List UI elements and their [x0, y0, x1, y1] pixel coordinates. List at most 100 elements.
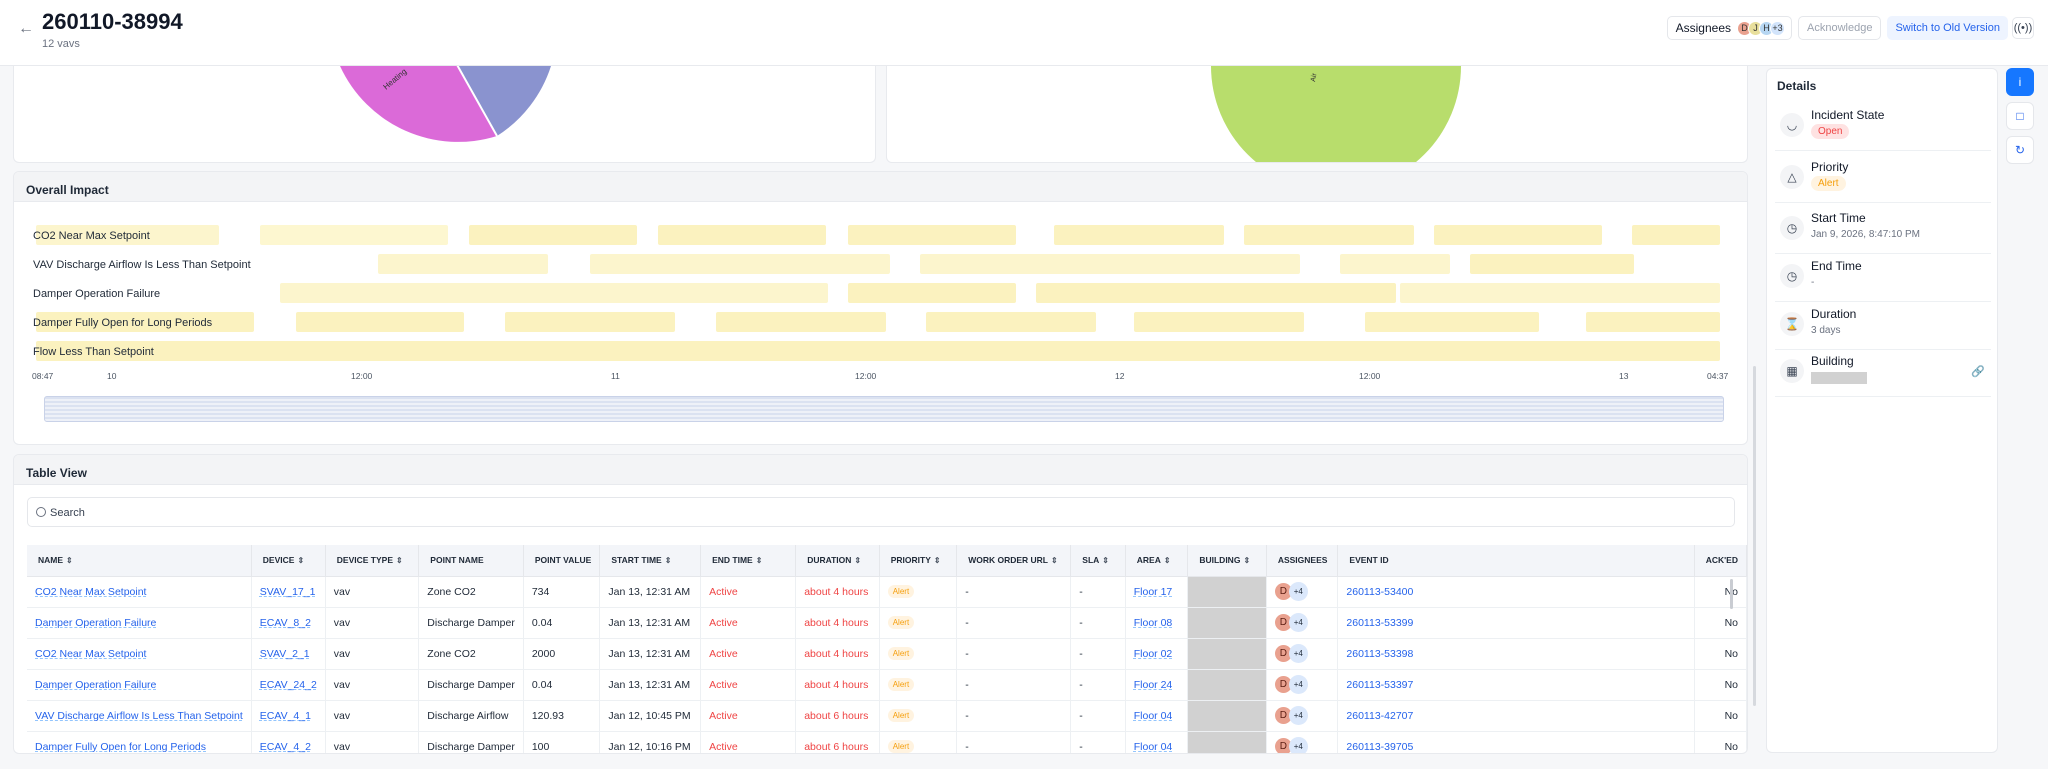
timeline-segment[interactable]	[36, 341, 1720, 361]
building-cell	[1187, 607, 1267, 639]
device-link[interactable]: ECAV_4_1	[259, 709, 311, 722]
area-link[interactable]: Floor 04	[1133, 709, 1173, 722]
timeline-segment[interactable]	[36, 312, 254, 332]
assignee-more-count[interactable]: +4	[1288, 706, 1308, 725]
assignee-more-count[interactable]: +4	[1288, 582, 1308, 601]
timeline-segment[interactable]	[926, 312, 1096, 332]
timeline-segment[interactable]	[716, 312, 886, 332]
switch-old-version-button[interactable]: Switch to Old Version	[1887, 16, 2008, 40]
broadcast-icon[interactable]: ((•))	[2012, 17, 2034, 39]
assignee-more-count[interactable]: +4	[1288, 737, 1308, 753]
timeline-segment[interactable]	[1134, 312, 1304, 332]
table-scrollbar[interactable]	[1730, 579, 1733, 609]
assignee-more-count[interactable]: +4	[1288, 613, 1308, 632]
table-row[interactable]: Damper Fully Open for Long Periods ECAV_…	[27, 731, 1747, 753]
timeline-segment[interactable]	[1434, 225, 1602, 245]
point-name-cell: Discharge Damper	[418, 669, 524, 701]
comment-icon[interactable]: □	[2006, 102, 2034, 130]
table-row[interactable]: VAV Discharge Airflow Is Less Than Setpo…	[27, 700, 1747, 732]
search-input[interactable]: Search	[27, 497, 1735, 527]
timeline-segment[interactable]	[848, 283, 1016, 303]
timeline-segment[interactable]	[590, 254, 890, 274]
event-id-link[interactable]: 260113-42707	[1346, 709, 1414, 722]
info-icon[interactable]: i	[2006, 68, 2034, 96]
column-header-duration[interactable]: DURATION ⇕	[795, 545, 880, 577]
device-link[interactable]: ECAV_4_2	[259, 740, 311, 753]
incident-name-link[interactable]: Damper Operation Failure	[35, 616, 157, 629]
table-row[interactable]: CO2 Near Max Setpoint SVAV_17_1 vav Zone…	[27, 576, 1747, 608]
timeline-segment[interactable]	[36, 225, 219, 245]
sla-cell: -	[1070, 731, 1126, 753]
device-link[interactable]: ECAV_8_2	[259, 616, 311, 629]
timeline-segment[interactable]	[260, 225, 448, 245]
end-time-cell: Active	[700, 638, 797, 670]
area-link[interactable]: Floor 08	[1133, 616, 1173, 629]
assignee-more-count[interactable]: +4	[1288, 644, 1308, 663]
area-link[interactable]: Floor 04	[1133, 740, 1173, 753]
event-id-link[interactable]: 260113-53400	[1346, 585, 1414, 598]
link-icon[interactable]: 🔗	[1971, 366, 1985, 378]
timeline-segment[interactable]	[280, 283, 828, 303]
timeline-segment[interactable]	[1036, 283, 1396, 303]
column-header-device[interactable]: DEVICE ⇕	[251, 545, 326, 577]
area-link[interactable]: Floor 17	[1133, 585, 1173, 598]
column-header-point-name: POINT NAME	[418, 545, 524, 577]
event-id-link[interactable]: 260113-53398	[1346, 647, 1414, 660]
column-header-device-type[interactable]: DEVICE TYPE ⇕	[325, 545, 420, 577]
column-header-work-order-url[interactable]: WORK ORDER URL ⇕	[956, 545, 1072, 577]
column-header-building[interactable]: BUILDING ⇕	[1187, 545, 1267, 577]
assignee-more-count[interactable]: +4	[1288, 675, 1308, 694]
device-link[interactable]: SVAV_2_1	[259, 647, 310, 660]
timeline-segment[interactable]	[1400, 283, 1720, 303]
timeline-segment[interactable]	[296, 312, 464, 332]
timeline-segment[interactable]	[1632, 225, 1720, 245]
assignees-button[interactable]: Assignees D J H +3	[1666, 16, 1792, 40]
area-link[interactable]: Floor 24	[1133, 678, 1173, 691]
point-value-cell: 734	[523, 576, 601, 608]
incident-name-link[interactable]: Damper Operation Failure	[35, 678, 157, 691]
timeline-segment[interactable]	[378, 254, 548, 274]
column-header-point-value: POINT VALUE	[523, 545, 601, 577]
point-name-cell: Discharge Airflow	[418, 700, 524, 732]
incident-name-link[interactable]: CO2 Near Max Setpoint	[35, 585, 147, 598]
avatar: D	[1274, 707, 1292, 724]
table-row[interactable]: Damper Operation Failure ECAV_8_2 vav Di…	[27, 607, 1747, 639]
sla-cell: -	[1070, 669, 1126, 701]
timeline-segment[interactable]	[1586, 312, 1720, 332]
column-header-name[interactable]: NAME ⇕	[27, 545, 252, 577]
page-scrollbar[interactable]	[1753, 366, 1756, 706]
back-arrow-icon[interactable]: ←	[18, 20, 34, 37]
device-link[interactable]: ECAV_24_2	[259, 678, 317, 691]
timeline-segment[interactable]	[920, 254, 1300, 274]
activity-icon[interactable]: ↻	[2006, 136, 2034, 164]
point-name-cell: Zone CO2	[418, 576, 524, 608]
area-link[interactable]: Floor 02	[1133, 647, 1173, 660]
timeline-segment[interactable]	[1244, 225, 1414, 245]
incident-name-link[interactable]: Damper Fully Open for Long Periods	[35, 740, 206, 753]
table-row[interactable]: CO2 Near Max Setpoint SVAV_2_1 vav Zone …	[27, 638, 1747, 670]
column-header-end-time[interactable]: END TIME ⇕	[700, 545, 797, 577]
timeline-segment[interactable]	[1054, 225, 1224, 245]
timeline-segment[interactable]	[505, 312, 675, 332]
timeline-segment[interactable]	[469, 225, 637, 245]
column-header-sla[interactable]: SLA ⇕	[1070, 545, 1126, 577]
table-row[interactable]: Damper Operation Failure ECAV_24_2 vav D…	[27, 669, 1747, 701]
timeline-segment[interactable]	[1470, 254, 1634, 274]
column-header-area[interactable]: AREA ⇕	[1125, 545, 1189, 577]
timeline-segment[interactable]	[848, 225, 1016, 245]
event-id-link[interactable]: 260113-53399	[1346, 616, 1414, 629]
acknowledge-button[interactable]: Acknowledge	[1798, 16, 1882, 40]
event-id-link[interactable]: 260113-39705	[1346, 740, 1414, 753]
incident-name-link[interactable]: CO2 Near Max Setpoint	[35, 647, 147, 660]
column-header-start-time[interactable]: START TIME ⇕	[599, 545, 702, 577]
event-id-link[interactable]: 260113-53397	[1346, 678, 1414, 691]
timeline-segment[interactable]	[1340, 254, 1450, 274]
device-link[interactable]: SVAV_17_1	[259, 585, 316, 598]
column-header-priority[interactable]: PRIORITY ⇕	[879, 545, 958, 577]
timeline-range-slider[interactable]	[44, 396, 1724, 422]
duration-cell: about 4 hours	[795, 669, 880, 701]
impact-row-label: Flow Less Than Setpoint	[33, 346, 154, 358]
incident-name-link[interactable]: VAV Discharge Airflow Is Less Than Setpo…	[35, 709, 243, 722]
timeline-segment[interactable]	[658, 225, 826, 245]
timeline-segment[interactable]	[1365, 312, 1539, 332]
